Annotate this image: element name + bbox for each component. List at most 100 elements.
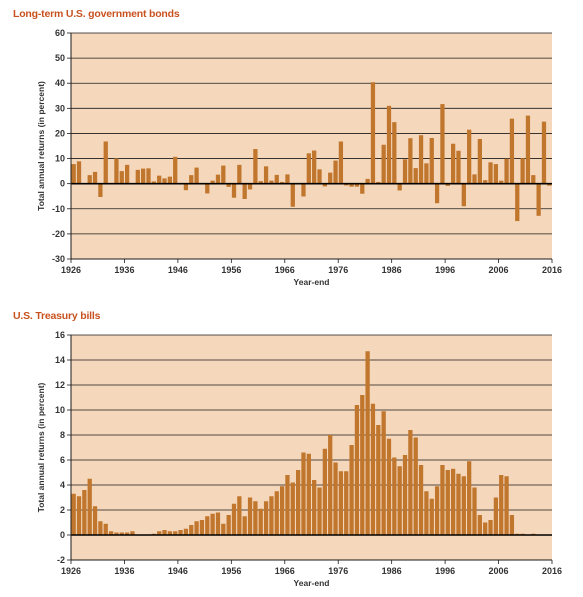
bonds-x-tick-label: 1926: [61, 265, 81, 275]
bonds-bar: [301, 183, 306, 197]
bonds-x-tick-label: 2016: [542, 265, 562, 275]
bonds-bar: [541, 121, 547, 184]
bills-bar: [215, 512, 221, 535]
bonds-bar: [173, 156, 178, 184]
bills-bar: [418, 465, 424, 535]
bonds-y-axis-title: Total annual returns (in percent): [36, 81, 46, 211]
bonds-bar: [253, 149, 258, 184]
bills-bar: [413, 437, 418, 535]
bills-bar: [434, 486, 440, 535]
bills-bar: [114, 532, 119, 535]
bonds-x-tick-label: 1996: [435, 265, 455, 275]
bills-bar: [183, 528, 189, 535]
bills-y-tick-label: 6: [60, 455, 65, 465]
bills-y-tick-label: 0: [60, 530, 65, 540]
bonds-y-tick-label: 60: [55, 28, 65, 38]
bonds-bar: [461, 183, 466, 207]
bills-bar: [157, 531, 162, 535]
bonds-bar: [328, 172, 333, 184]
bonds-bar: [226, 183, 231, 187]
bills-bar: [386, 438, 392, 535]
bills-bar: [402, 455, 408, 535]
bonds-y-tick-label: -20: [52, 229, 65, 239]
bonds-bar: [92, 171, 98, 184]
bills-bar: [199, 520, 205, 535]
bills-y-tick-label: -2: [57, 555, 65, 565]
bonds-x-axis-title: Year-end: [294, 277, 330, 287]
bills-chart-panel: U.S. Treasury bills 16 14 12 10 8 6 4 2 0 -2 1926 1…: [0, 300, 583, 597]
bonds-bar: [525, 115, 531, 184]
bills-bar: [499, 475, 504, 535]
bills-bar: [258, 508, 263, 535]
bills-bar: [477, 515, 482, 535]
bills-bar: [92, 506, 98, 535]
bonds-bar: [477, 138, 482, 184]
bonds-bar: [98, 183, 103, 197]
bills-bar: [365, 351, 370, 535]
bonds-y-tick-label: 40: [55, 78, 65, 88]
bonds-bar: [274, 174, 279, 184]
bills-x-tick-label: 1956: [221, 566, 241, 576]
bonds-bar: [509, 118, 515, 184]
bills-bar: [472, 487, 477, 535]
bonds-bar: [71, 164, 76, 184]
bonds-x-tick-label: 1946: [168, 265, 188, 275]
bonds-bar: [76, 161, 82, 184]
bills-bar: [349, 445, 354, 535]
bonds-bar: [167, 176, 173, 184]
bills-chart-title: U.S. Treasury bills: [13, 310, 101, 322]
bills-bar: [445, 470, 450, 535]
bonds-bar: [531, 175, 536, 184]
bonds-bar: [360, 183, 365, 194]
bills-bar: [333, 462, 338, 535]
bonds-bar: [445, 183, 450, 186]
bonds-bar: [312, 150, 317, 184]
bills-bar: [130, 531, 135, 535]
bills-bar: [124, 532, 130, 535]
bonds-bar: [344, 183, 349, 186]
bonds-y-tick-label: -10: [52, 204, 65, 214]
bonds-y-tick-label: 20: [55, 128, 65, 138]
bonds-bar: [242, 183, 247, 199]
bonds-bar: [376, 181, 381, 184]
bonds-bar: [381, 144, 386, 184]
bills-bar: [397, 466, 402, 535]
bonds-bar: [424, 163, 429, 184]
bills-bar: [456, 473, 461, 535]
bonds-bar: [418, 135, 424, 184]
bonds-bar: [434, 183, 440, 204]
bills-x-tick-label: 1996: [435, 566, 455, 576]
bonds-bar: [338, 141, 344, 184]
bonds-bar: [279, 181, 285, 184]
bonds-bar: [547, 183, 552, 186]
bonds-bar: [472, 174, 477, 184]
bills-x-tick-label: 1926: [61, 566, 81, 576]
bonds-chart-title: Long-term U.S. government bonds: [13, 8, 180, 20]
bills-bar: [509, 515, 515, 535]
bills-bar: [226, 515, 231, 535]
bonds-bar: [194, 167, 199, 184]
bonds-bar: [504, 158, 509, 184]
bonds-bar: [119, 171, 124, 184]
bonds-bar: [135, 169, 140, 184]
bonds-bar: [429, 137, 434, 184]
bonds-bar: [499, 180, 504, 184]
bills-bar: [429, 498, 434, 535]
bills-bar: [493, 497, 499, 535]
bills-bar: [381, 411, 386, 535]
bills-bar: [504, 476, 509, 535]
bonds-bar: [162, 178, 167, 184]
bonds-bar: [456, 150, 461, 184]
bonds-bar: [397, 183, 402, 191]
bonds-bar: [450, 143, 456, 184]
bills-bar: [210, 513, 215, 535]
bonds-y-tick-label: 30: [55, 103, 65, 113]
bills-y-axis-title: Total annual returns (in percent): [36, 382, 46, 512]
bills-bar: [354, 405, 360, 535]
bills-x-tick-label: 1986: [382, 566, 402, 576]
bills-bar: [424, 491, 429, 535]
bills-bar: [301, 452, 306, 535]
bills-bar: [87, 478, 92, 535]
bills-bar: [178, 530, 183, 535]
